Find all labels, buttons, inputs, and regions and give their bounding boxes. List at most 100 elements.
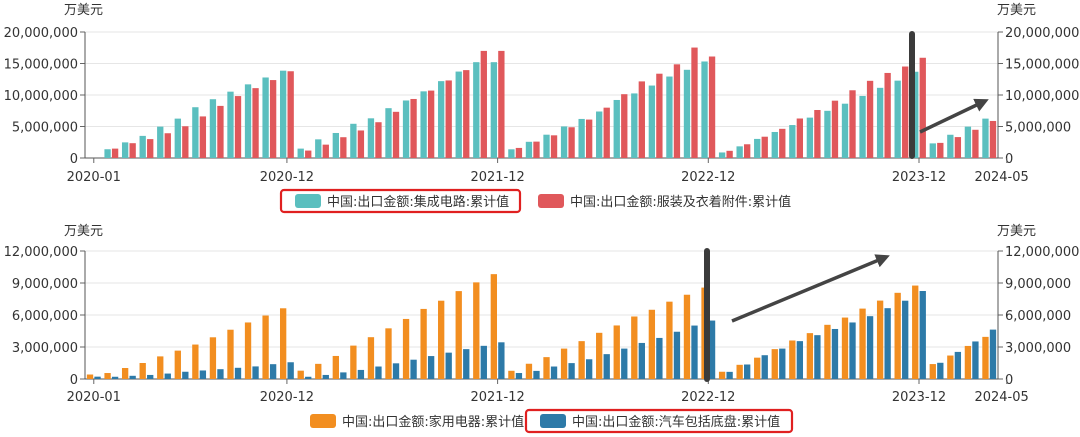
- bar-series-a: [121, 142, 129, 158]
- bar-series-b: [972, 341, 979, 379]
- y-tick-label-left: 6,000,000: [12, 309, 78, 324]
- bar-series-a: [859, 95, 866, 158]
- y-tick-label-right: 10,000,000: [1005, 89, 1079, 104]
- bar-series-b: [954, 137, 962, 158]
- bar-series-b: [217, 369, 224, 379]
- bar-series-a: [279, 308, 287, 379]
- bar-series-a: [209, 337, 217, 379]
- y-tick-label-right: 12,000,000: [1005, 245, 1079, 260]
- bar-series-b: [849, 322, 856, 379]
- bar-series-b: [761, 355, 768, 379]
- bar-series-a: [806, 333, 814, 379]
- bar-series-b: [814, 109, 821, 158]
- bar-series-b: [884, 72, 891, 158]
- bar-series-b: [761, 136, 768, 158]
- annotation-arrow: [731, 254, 890, 323]
- bar-series-a: [876, 87, 884, 158]
- bar-series-a: [490, 62, 498, 158]
- bar-series-a: [560, 126, 568, 158]
- legend-label: 中国:出口金额:服装及衣着附件:累计值: [570, 194, 791, 210]
- unit-label-left: 万美元: [64, 3, 103, 18]
- bar-series-b: [182, 126, 189, 158]
- bar-series-b: [269, 80, 277, 158]
- bar-series-a: [174, 350, 181, 379]
- bar-series-a: [121, 368, 129, 379]
- annotation-arrow: [919, 98, 989, 134]
- bar-series-b: [410, 98, 417, 158]
- bar-series-a: [876, 300, 884, 379]
- bar-series-a: [736, 364, 743, 379]
- bar-series-b: [744, 364, 751, 379]
- bar-series-a: [227, 91, 234, 158]
- bar-series-b: [796, 118, 804, 158]
- bar-series-a: [525, 363, 533, 379]
- bar-series-a: [841, 103, 849, 158]
- bar-series-a: [209, 99, 217, 158]
- bar-series-b: [638, 81, 645, 158]
- bar-series-a: [262, 77, 269, 158]
- bar-series-b: [427, 90, 435, 158]
- bar-series-b: [199, 370, 207, 379]
- bar-series-a: [367, 337, 375, 379]
- bar-series-a: [490, 274, 498, 379]
- x-tick-label: 2020-01: [67, 170, 121, 185]
- bar-series-a: [402, 100, 410, 158]
- bar-series-b: [568, 363, 575, 379]
- bar-series-b: [147, 374, 154, 379]
- bar-series-a: [367, 118, 375, 158]
- bar-series-b: [533, 141, 540, 158]
- bar-series-a: [385, 108, 392, 158]
- legend-swatch: [310, 414, 336, 428]
- bar-series-b: [708, 320, 716, 379]
- bar-series-b: [375, 366, 382, 379]
- bar-series-a: [894, 80, 901, 158]
- bar-series-b: [708, 56, 716, 158]
- bar-series-a: [402, 318, 410, 379]
- bar-series-a: [596, 332, 603, 379]
- bar-series-a: [227, 329, 234, 379]
- bar-series-b: [463, 349, 470, 379]
- y-tick-label-left: 3,000,000: [12, 341, 78, 356]
- bar-series-a: [192, 344, 199, 379]
- bar-series-b: [252, 88, 259, 158]
- bar-series-b: [515, 147, 523, 158]
- unit-label-right: 万美元: [997, 3, 1036, 18]
- bar-series-a: [244, 84, 252, 158]
- bar-series-b: [744, 144, 751, 158]
- bar-series-b: [164, 373, 171, 379]
- bar-series-b: [392, 363, 400, 379]
- bar-series-b: [866, 316, 874, 379]
- bar-series-a: [438, 81, 445, 158]
- bar-series-a: [385, 328, 392, 379]
- bar-series-b: [989, 329, 997, 379]
- y-tick-label-right: 20,000,000: [1005, 26, 1079, 41]
- bar-series-b: [480, 50, 487, 158]
- bar-series-a: [438, 300, 445, 379]
- bar-series-b: [989, 120, 997, 158]
- bar-series-a: [771, 131, 778, 158]
- bar-series-a: [631, 93, 638, 158]
- bar-series-b: [726, 371, 733, 379]
- bar-series-b: [779, 128, 786, 158]
- bar-series-b: [533, 370, 540, 379]
- bar-series-a: [157, 356, 164, 379]
- bar-series-a: [508, 370, 515, 379]
- legend-highlight-box: [279, 188, 522, 214]
- bar-series-a: [86, 374, 94, 379]
- bar-series-b: [831, 100, 839, 158]
- x-tick-label: 2024-05: [974, 170, 1028, 185]
- bar-series-a: [824, 324, 831, 379]
- bar-series-b: [726, 150, 733, 158]
- bar-series-a: [139, 135, 146, 158]
- bar-series-a: [578, 341, 585, 379]
- bar-series-a: [806, 117, 814, 158]
- unit-label-right: 万美元: [997, 224, 1036, 239]
- bar-series-a: [894, 292, 901, 379]
- bar-series-b: [375, 122, 382, 158]
- bar-series-b: [779, 348, 786, 379]
- bar-series-b: [498, 342, 505, 379]
- bar-series-b: [691, 47, 698, 158]
- bar-series-b: [340, 372, 347, 379]
- bar-series-b: [410, 359, 417, 379]
- bar-series-b: [638, 342, 645, 379]
